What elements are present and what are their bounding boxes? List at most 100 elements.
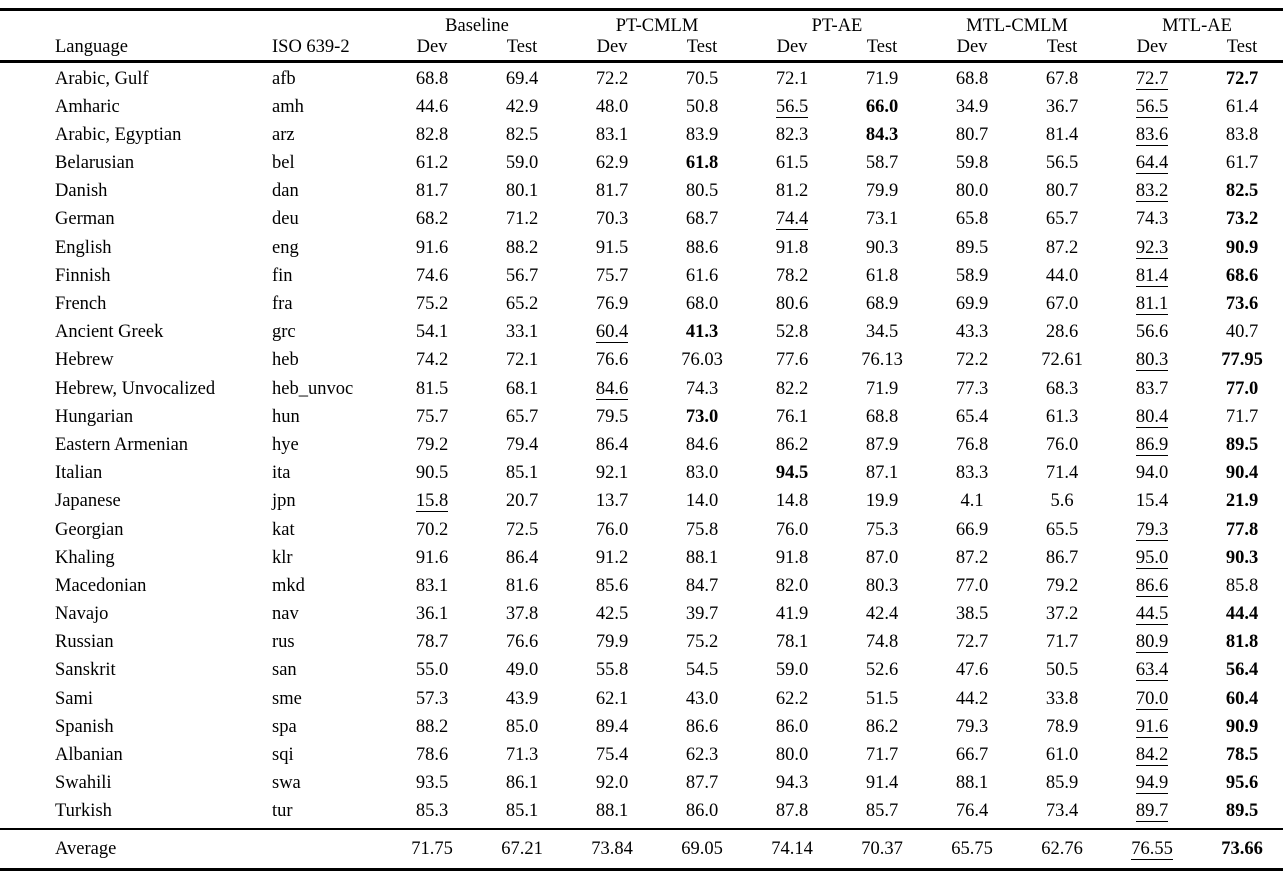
- underlined-score: 80.4: [1135, 406, 1169, 428]
- score-cell: 86.7: [1045, 547, 1079, 568]
- score-cell: 44.4: [1225, 604, 1259, 625]
- column-header-dev: Dev: [416, 37, 448, 57]
- table-row: Russian rus 78.7 76.6 79.9 75.2 78.1 74.8 72.7 71…: [0, 628, 1283, 656]
- table-row: Japanese jpn 15.8 20.7 13.7 14.0 14.8 19.9 4.1 5.…: [0, 487, 1283, 515]
- score-cell: 43.9: [505, 688, 539, 709]
- table-row: Arabic, Gulf afb 68.8 69.4 72.2 70.5 72.1 71.9 6…: [0, 65, 1283, 93]
- underlined-score: 64.4: [1135, 153, 1169, 175]
- score-cell: 56.4: [1225, 660, 1259, 681]
- table-row: Spanish spa 88.2 85.0 89.4 86.6 86.0 86.2 79.3 78…: [0, 713, 1283, 741]
- language-cell: Macedonian: [55, 575, 147, 596]
- score-cell: 15.4: [1135, 491, 1169, 512]
- column-header-language: Language: [55, 37, 128, 57]
- score-cell: 88.1: [595, 801, 629, 822]
- table-row: Hebrew, Unvocalized heb_unvoc 81.5 68.1 84.6…: [0, 375, 1283, 403]
- iso-code-cell: eng: [272, 237, 299, 258]
- score-cell: 44.6: [415, 96, 449, 117]
- score-cell: 89.7: [1107, 797, 1197, 825]
- score-cell: 83.8: [1225, 124, 1259, 145]
- iso-code-cell: bel: [272, 153, 295, 174]
- table-row: Hebrew heb 74.2 72.1 76.6 76.03 77.6 76.13 72.2 7…: [0, 346, 1283, 374]
- score-cell: 43.3: [955, 322, 989, 343]
- score-cell: 90.9: [1225, 237, 1259, 258]
- score-cell: 72.1: [775, 68, 809, 89]
- score-cell: 75.2: [685, 632, 719, 653]
- table-row: Belarusian bel 61.2 59.0 62.9 61.8 61.5 58.7 59.…: [0, 149, 1283, 177]
- score-cell: 74.4: [747, 205, 837, 233]
- language-cell: Hebrew, Unvocalized: [55, 378, 216, 399]
- underlined-score: 56.5: [775, 96, 809, 118]
- score-cell: 65.7: [505, 406, 539, 427]
- score-cell: 70.5: [685, 68, 719, 89]
- score-cell: 74.2: [415, 350, 449, 371]
- score-cell: 54.1: [415, 322, 449, 343]
- score-cell: 87.8: [775, 801, 809, 822]
- score-cell: 75.7: [415, 406, 449, 427]
- language-cell: Arabic, Gulf: [55, 68, 149, 89]
- underlined-score: 86.9: [1135, 434, 1169, 456]
- score-cell: 83.2: [1107, 177, 1197, 205]
- score-cell: 61.3: [1045, 406, 1079, 427]
- language-cell: Albanian: [55, 745, 123, 765]
- score-cell: 44.5: [1107, 600, 1197, 628]
- score-cell: 80.5: [685, 181, 719, 202]
- language-cell: Ancient Greek: [55, 322, 164, 343]
- score-cell: 87.9: [865, 434, 899, 455]
- score-cell: 85.1: [505, 463, 539, 484]
- underlined-score: 81.1: [1135, 294, 1169, 315]
- score-cell: 78.5: [1225, 745, 1259, 765]
- language-cell: Amharic: [55, 96, 120, 117]
- score-cell: 69.4: [505, 68, 539, 89]
- table-row: Hungarian hun 75.7 65.7 79.5 73.0 76.1 68.8 65.4…: [0, 403, 1283, 431]
- score-cell: 21.9: [1225, 491, 1259, 512]
- score-cell: 20.7: [505, 491, 539, 512]
- iso-code-cell: heb_unvoc: [272, 378, 354, 399]
- score-cell: 73.4: [1045, 801, 1079, 822]
- score-cell: 67.8: [1045, 68, 1079, 89]
- table-row: Khaling klr 91.6 86.4 91.2 88.1 91.8 87.0 87.2 86…: [0, 544, 1283, 572]
- score-cell: 87.0: [865, 547, 899, 568]
- score-cell: 43.0: [685, 688, 719, 709]
- score-cell: 72.7: [955, 632, 989, 653]
- score-cell: 71.75: [411, 839, 453, 860]
- score-cell: 74.8: [865, 632, 899, 653]
- score-cell: 13.7: [595, 491, 629, 512]
- iso-code-cell: hye: [272, 434, 299, 455]
- score-cell: 71.3: [505, 745, 539, 765]
- underlined-score: 95.0: [1135, 547, 1169, 569]
- iso-code-cell: fin: [272, 265, 293, 286]
- score-cell: 58.9: [955, 265, 989, 286]
- score-cell: 42.4: [865, 604, 899, 625]
- score-cell: 80.3: [865, 575, 899, 596]
- score-cell: 85.0: [505, 716, 539, 737]
- language-cell: Spanish: [55, 716, 114, 737]
- score-cell: 52.8: [775, 322, 809, 343]
- header-subrow: Language ISO 639-2 Dev Test Dev Test Dev…: [0, 37, 1283, 60]
- score-cell: 76.1: [775, 406, 809, 427]
- score-cell: 71.7: [1225, 406, 1259, 427]
- iso-code-cell: tur: [272, 801, 293, 822]
- score-cell: 68.9: [865, 294, 899, 314]
- average-row: Average 71.75 67.21 73.84 69.05 74.14 70.37 65…: [0, 830, 1283, 868]
- score-cell: 68.7: [685, 209, 719, 230]
- score-cell: 50.5: [1045, 660, 1079, 681]
- score-cell: 60.4: [1225, 688, 1259, 709]
- column-header-test: Test: [1226, 37, 1258, 57]
- score-cell: 86.1: [505, 773, 539, 794]
- score-cell: 78.9: [1045, 716, 1079, 737]
- score-cell: 92.1: [595, 463, 629, 484]
- table-row: Ancient Greek grc 54.1 33.1 60.4 41.3 52.8 34.5…: [0, 318, 1283, 346]
- column-header-test: Test: [686, 37, 718, 57]
- score-cell: 63.4: [1107, 656, 1197, 684]
- score-cell: 85.7: [865, 801, 899, 822]
- score-cell: 14.8: [775, 491, 809, 512]
- score-cell: 79.3: [955, 716, 989, 737]
- score-cell: 91.6: [415, 547, 449, 568]
- table-row: English eng 91.6 88.2 91.5 88.6 91.8 90.3 89.5 87…: [0, 234, 1283, 262]
- score-cell: 90.4: [1225, 463, 1259, 484]
- score-cell: 91.8: [775, 547, 809, 568]
- table-row: Finnish fin 74.6 56.7 75.7 61.6 78.2 61.8 58.9 44…: [0, 262, 1283, 290]
- score-cell: 81.7: [595, 181, 629, 202]
- language-cell: Russian: [55, 632, 114, 653]
- score-cell: 85.3: [415, 801, 449, 822]
